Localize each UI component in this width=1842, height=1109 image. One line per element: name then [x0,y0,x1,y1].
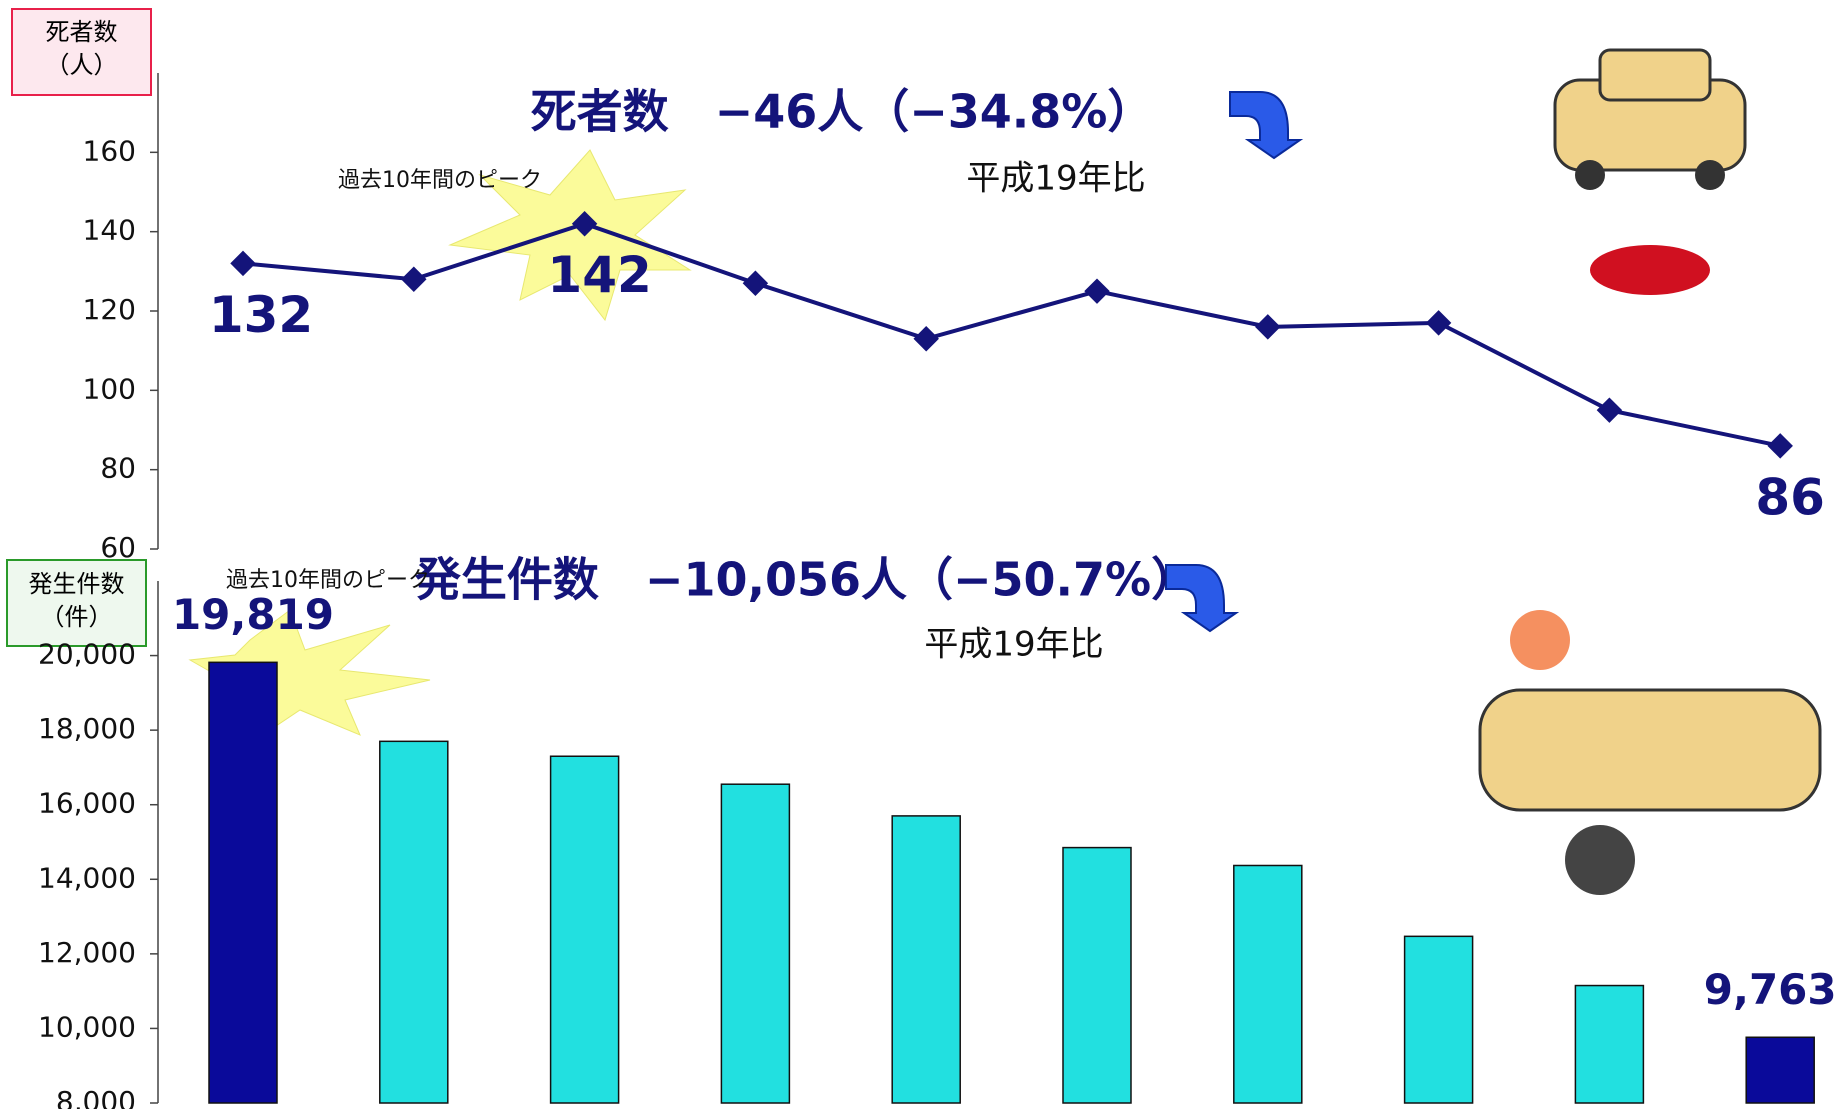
marker [1596,397,1623,423]
marker [1425,310,1452,336]
bar [379,740,449,1104]
data-label: 142 [547,246,651,304]
starburst [448,149,692,322]
y-tick-label: 14,000 [38,861,136,894]
marker [913,326,939,352]
subtitle: 平成19年比 [966,159,1145,199]
marker [742,270,769,296]
line [242,221,1781,448]
down-arrow [1165,564,1240,633]
marker [571,211,598,237]
y-tick-label: 20,000 [38,638,136,671]
chart-title: 発生件数 −10,056人（−50.7%） [415,553,1197,607]
bar [1745,1036,1815,1104]
data-label: 86 [1755,468,1825,526]
bar [1574,984,1645,1104]
annotation: 過去10年間のピーク [338,168,542,193]
bar [208,661,278,1104]
y-tick-label: 120 [83,293,136,326]
data-label: 132 [209,286,313,344]
marker [1767,433,1793,459]
y-tick-label: 100 [83,372,136,405]
bar [891,815,961,1104]
subtitle: 平成19年比 [924,625,1103,665]
axis-title: （人） [46,51,118,79]
y-tick-label: 160 [83,134,136,167]
annotation: 過去10年間のピーク [226,568,430,593]
y-tick-label: 60 [100,531,136,564]
marker [401,266,427,292]
marker [230,250,256,277]
axis-title: 死者数 [46,18,118,46]
down-arrow [1229,91,1304,160]
y-tick-label: 8,000 [56,1085,136,1109]
bar [1062,846,1132,1104]
y-tick-label: 16,000 [38,787,136,820]
marker [1084,278,1110,304]
bar [549,755,620,1104]
y-tick-label: 80 [100,452,136,485]
bar [1233,864,1303,1104]
illustration [1478,48,1822,895]
axis-title: 発生件数 [29,570,125,598]
y-tick-label: 10,000 [38,1010,136,1043]
y-tick-label: 12,000 [38,936,136,969]
bar [720,783,791,1104]
bar [1403,935,1474,1104]
axis-title: （件） [41,603,113,631]
y-tick-label: 140 [83,214,136,247]
data-label: 9,763 [1704,965,1837,1014]
y-tick-label: 18,000 [38,712,136,745]
chart-title: 死者数 −46人（−34.8%） [531,85,1154,139]
starburst [188,609,431,736]
data-label: 19,819 [172,590,334,639]
axis-title-box [11,8,152,96]
axis-title-box [6,559,147,647]
marker [1255,314,1281,340]
